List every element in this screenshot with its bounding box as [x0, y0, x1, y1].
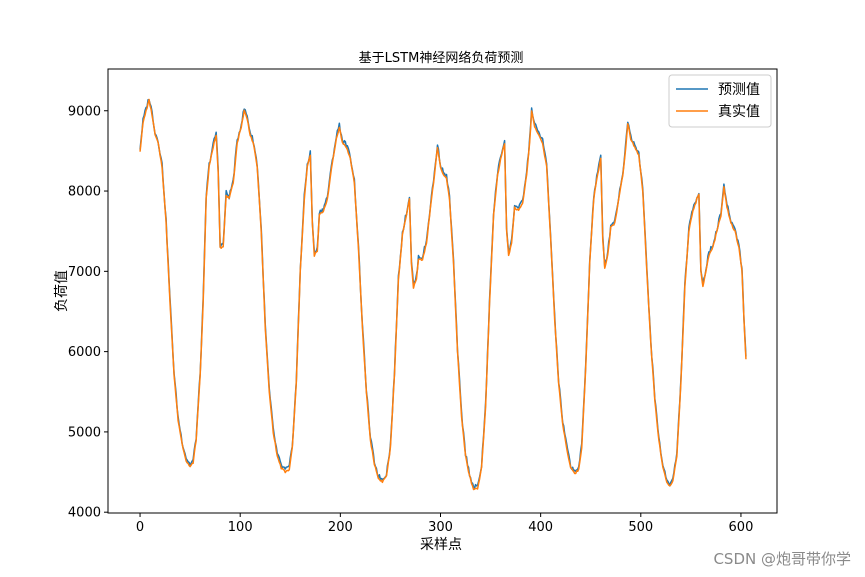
x-axis: 0 100 200 300 400 500 600 [136, 513, 753, 535]
y-axis: 4000 5000 6000 7000 8000 9000 [68, 104, 108, 521]
watermark: CSDN @炮哥带你学 [713, 550, 851, 568]
y-tick-label: 8000 [68, 185, 101, 200]
y-tick-label: 9000 [68, 104, 101, 119]
series-line-predicted [139, 98, 747, 489]
y-axis-title: 负荷值 [54, 270, 70, 312]
x-tick-label: 300 [428, 520, 453, 535]
y-tick-label: 4000 [68, 506, 101, 521]
x-tick-label: 0 [136, 520, 144, 535]
x-tick-label: 600 [729, 520, 754, 535]
x-tick-label: 100 [228, 520, 253, 535]
legend-box [668, 74, 772, 128]
y-tick-label: 5000 [68, 425, 101, 440]
plot-frame [107, 68, 778, 514]
x-tick-label: 400 [528, 520, 553, 535]
series-line-actual [139, 98, 747, 491]
chart-title: 基于LSTM神经网络负荷预测 [359, 50, 524, 66]
legend-label-actual: 真实值 [718, 104, 760, 120]
legend-label-predicted: 预测值 [718, 82, 760, 98]
y-tick-label: 6000 [68, 345, 101, 360]
x-tick-label: 200 [328, 520, 353, 535]
legend: 预测值 真实值 [668, 74, 772, 128]
plot-lines [139, 98, 747, 491]
x-tick-label: 500 [628, 520, 653, 535]
x-axis-title: 采样点 [420, 537, 462, 553]
y-tick-label: 7000 [68, 265, 101, 280]
